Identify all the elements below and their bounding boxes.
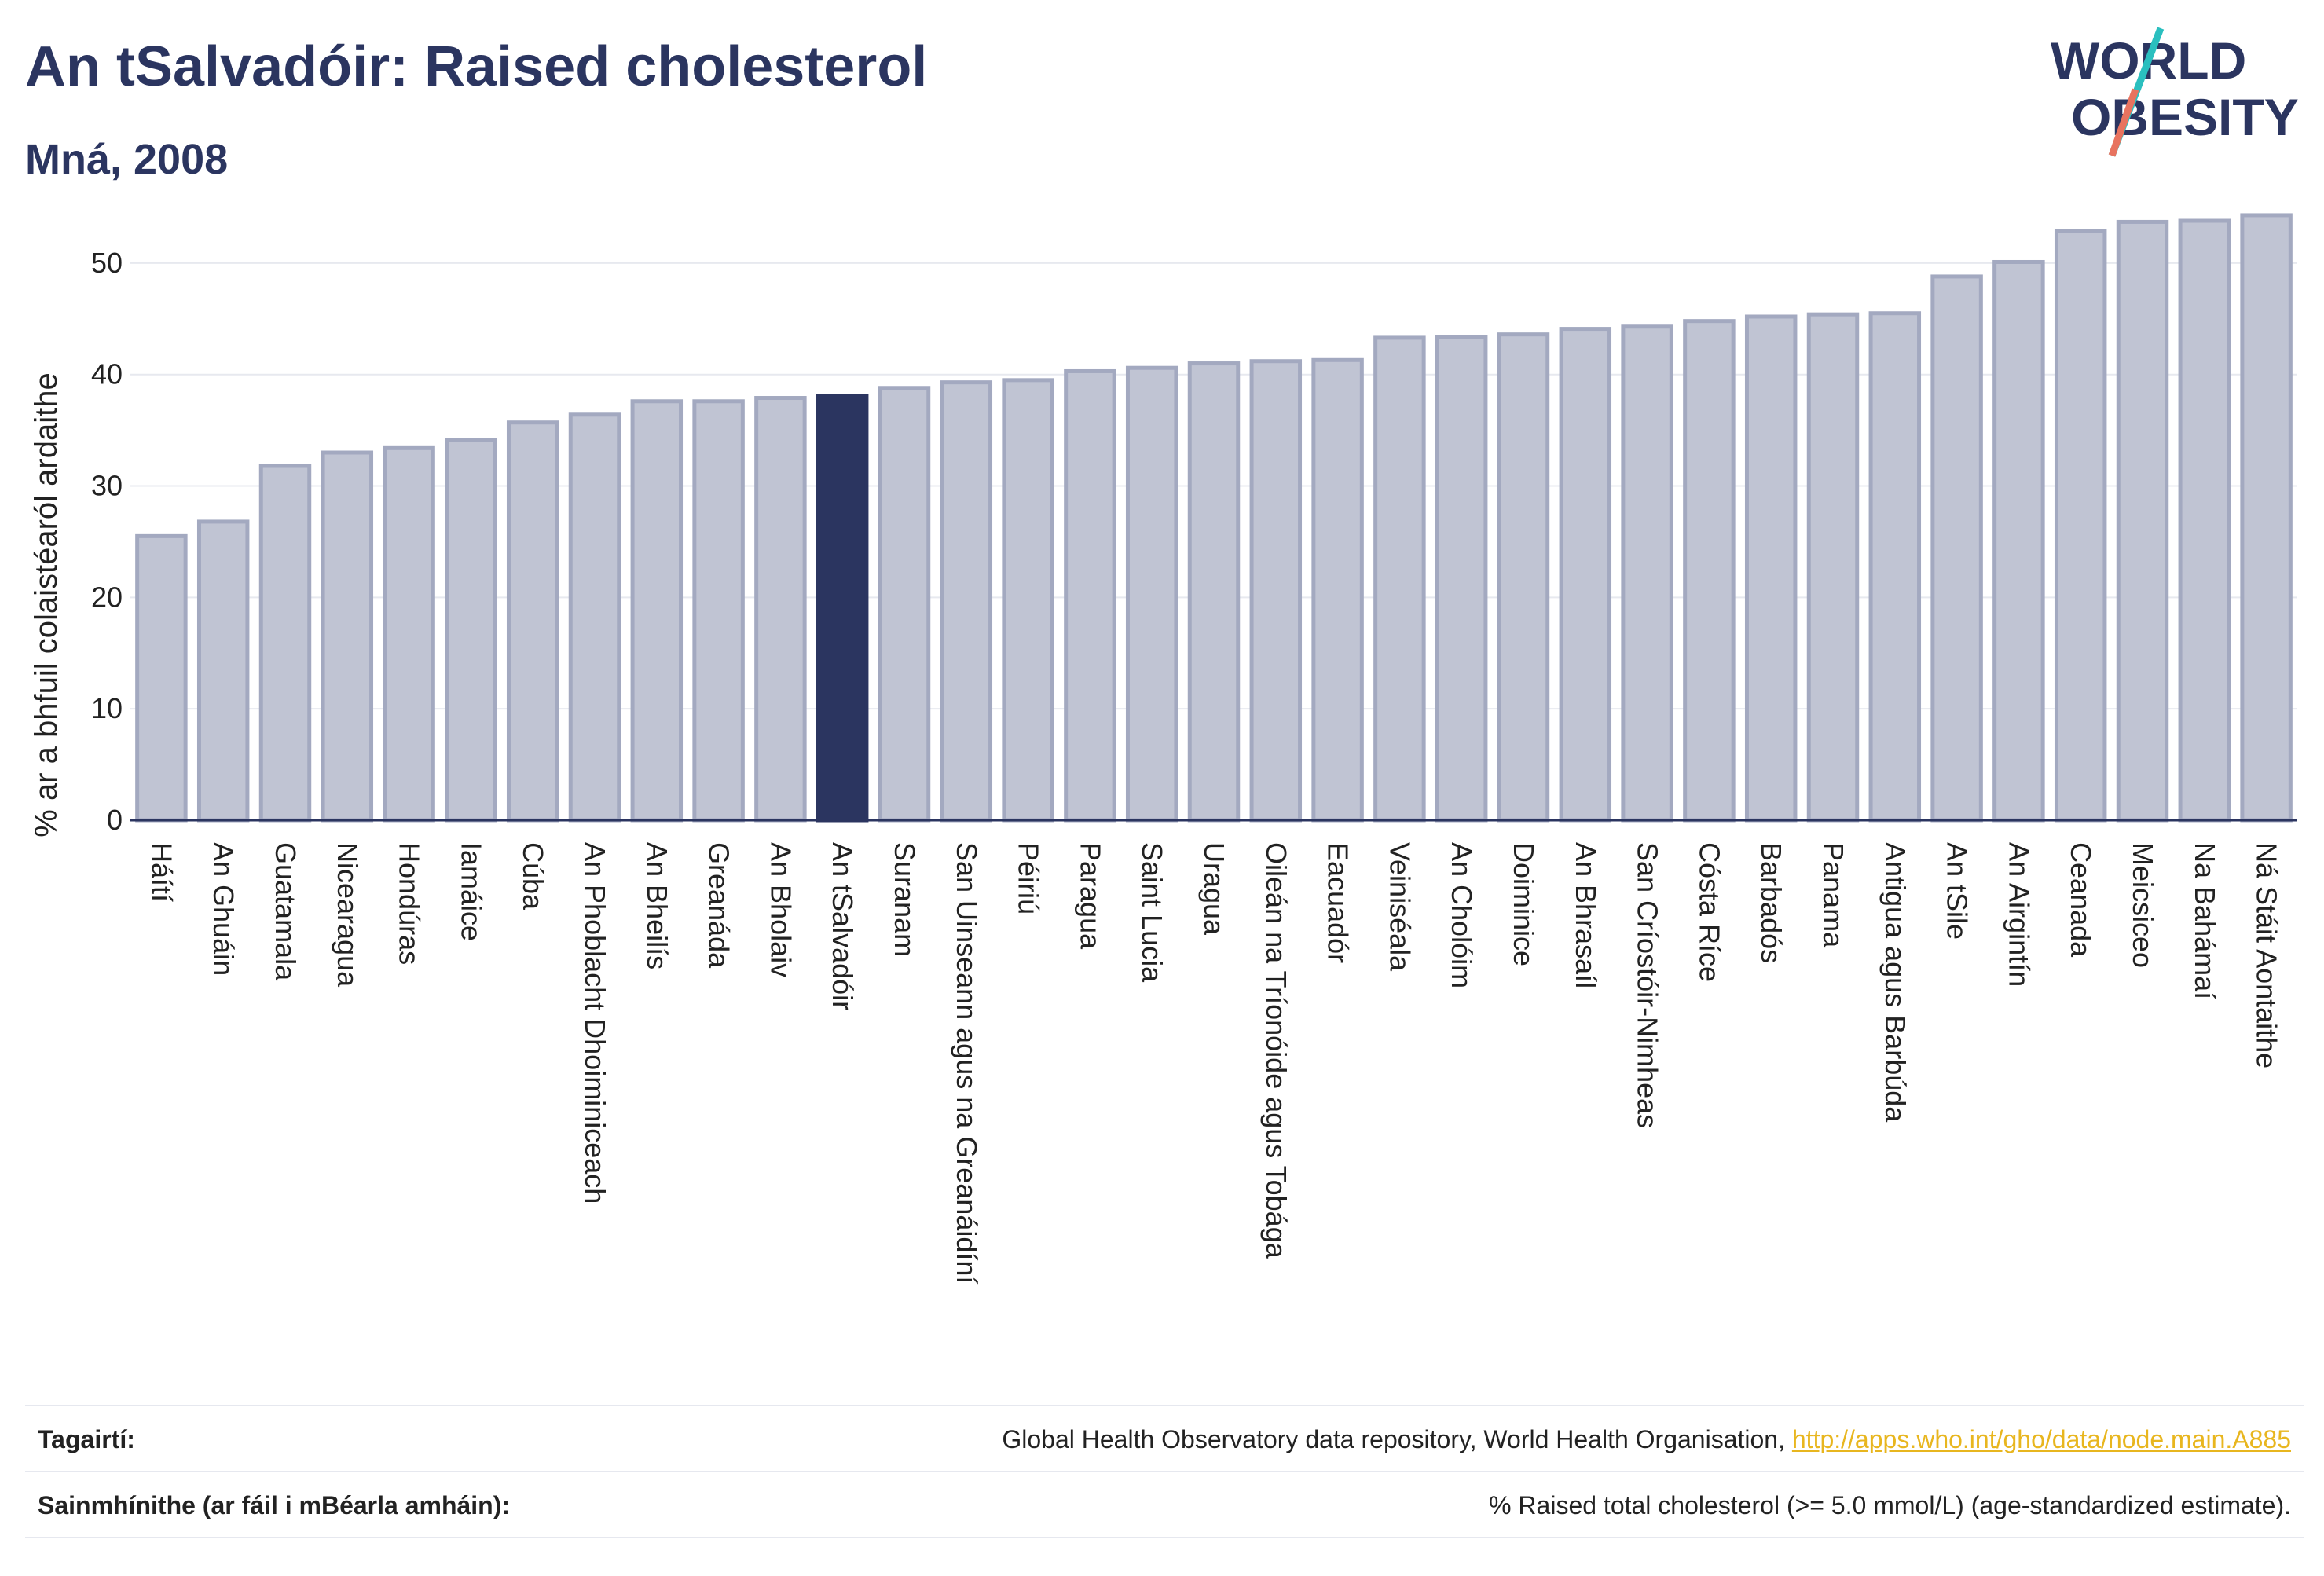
y-tick-label: 40 — [91, 358, 123, 390]
x-tick-label: Háítí — [145, 842, 178, 902]
x-tick-label: Veiniséala — [1384, 842, 1416, 972]
x-tick-label: An Bhrasaíl — [1570, 842, 1602, 988]
x-tick-label: Doiminice — [1508, 842, 1540, 966]
svg-text:OBESITY: OBESITY — [2071, 88, 2299, 146]
bar — [258, 464, 312, 823]
x-tick-label: Paragua — [1074, 842, 1106, 950]
x-tick-label: An Airgintín — [2003, 842, 2035, 987]
bar — [383, 445, 435, 823]
x-tick-label: Guatamala — [269, 842, 302, 981]
references-label: Tagairtí: — [38, 1425, 135, 1453]
y-tick-label: 0 — [107, 804, 123, 836]
bar — [630, 399, 684, 823]
x-tick-label: Antigua agus Barbúda — [1879, 842, 1912, 1123]
references-row: Tagairtí: Global Health Observatory data… — [25, 1405, 2304, 1471]
references-text: Global Health Observatory data repositor… — [1002, 1425, 1792, 1453]
bar — [321, 450, 374, 823]
x-tick-label: Ná Stáit Aontaithe — [2251, 842, 2283, 1068]
x-tick-label: Meicsiceo — [2127, 842, 2159, 968]
x-tick-label: An Bheilís — [641, 842, 673, 969]
x-tick-label: Cúba — [517, 842, 549, 911]
x-tick-label: An Bholaiv — [764, 842, 797, 977]
bar — [1930, 274, 1983, 823]
bar — [1125, 365, 1178, 823]
x-tick-label: An tSalvadóir — [827, 842, 859, 1010]
bar — [940, 380, 993, 823]
bar — [1683, 319, 1736, 823]
x-tick-label: Suranam — [889, 842, 921, 957]
x-tick-label: Barbadós — [1755, 842, 1787, 963]
world-obesity-logo: WORLD OBESITY — [2051, 27, 2299, 157]
y-tick-label: 50 — [91, 247, 123, 279]
bar — [1187, 361, 1241, 823]
x-tick-label: Saint Lucia — [1136, 842, 1168, 983]
bar — [1744, 314, 1798, 823]
bar-chart: 0 10 20 30 40 50 Háítí An Ghuáin Guatamala Nicea… — [29, 213, 2297, 1284]
y-tick-label: 30 — [91, 470, 123, 502]
bar — [2054, 229, 2107, 823]
bar — [1559, 327, 1612, 823]
x-tick-label: An Cholóim — [1446, 842, 1478, 988]
x-tick-label: San Uinseann agus na Greanáidíní — [951, 842, 983, 1284]
y-tick-label: 10 — [91, 692, 123, 724]
x-tick-label: An Ghuáin — [207, 842, 240, 976]
bar — [1311, 357, 1364, 823]
x-tick-label: San Críostóir-Nimheas — [1632, 842, 1664, 1128]
bar-highlighted — [816, 394, 869, 823]
bar — [754, 396, 807, 823]
bar — [1806, 312, 1860, 823]
x-tick-label: Péiriú — [1013, 842, 1045, 914]
bars — [135, 213, 2293, 823]
y-tick-label: 20 — [91, 581, 123, 613]
chart-subtitle: Mná, 2008 — [25, 136, 229, 183]
x-tick-label: Oileán na Tríonóide agus Tobága — [1260, 842, 1292, 1259]
bar — [506, 420, 559, 823]
source-link[interactable]: http://apps.who.int/gho/data/node.main.A… — [1791, 1425, 2291, 1453]
bar — [878, 386, 931, 823]
y-axis-label: % ar a bhfuil colaistéaról ardaithe — [29, 372, 64, 837]
definitions-text: % Raised total cholesterol (>= 5.0 mmol/… — [1489, 1491, 2291, 1519]
x-axis-labels: Háítí An Ghuáin Guatamala Nicearagua Hondúra… — [145, 842, 2282, 1284]
x-tick-label: Iamáice — [455, 842, 487, 941]
chart-title: An tSalvadóir: Raised cholesterol — [25, 35, 928, 98]
bar — [2240, 213, 2293, 823]
bar — [1373, 335, 1426, 823]
bar — [2178, 218, 2231, 823]
x-tick-label: Nicearagua — [332, 842, 364, 988]
bar — [445, 438, 497, 823]
bar — [196, 519, 250, 823]
bar — [1064, 368, 1116, 823]
x-tick-label: Eacuadór — [1322, 842, 1354, 963]
bar — [692, 399, 745, 823]
bar — [1868, 311, 1922, 823]
x-tick-label: Uragua — [1198, 842, 1230, 936]
x-tick-label: Panama — [1817, 842, 1849, 948]
x-tick-label: An tSile — [1941, 842, 1974, 940]
definitions-row: Sainmhínithe (ar fáil i mBéarla amháin):… — [25, 1471, 2304, 1538]
bar — [1435, 335, 1488, 823]
bar — [1497, 332, 1550, 823]
bar — [1621, 324, 1673, 823]
x-tick-label: An Phoblacht Dhoiminiceach — [579, 842, 611, 1204]
bar — [568, 412, 621, 823]
x-tick-label: Greanáda — [703, 842, 735, 969]
bar — [135, 533, 188, 823]
x-tick-label: Ceanada — [2065, 842, 2097, 958]
x-tick-label: Hondúras — [394, 842, 426, 965]
definitions-label: Sainmhínithe (ar fáil i mBéarla amháin): — [38, 1491, 511, 1519]
y-axis-ticks: 0 10 20 30 40 50 — [91, 247, 123, 836]
footer-table: Tagairtí: Global Health Observatory data… — [25, 1405, 2304, 1538]
references-value: Global Health Observatory data repositor… — [1002, 1425, 2291, 1454]
x-tick-label: Na Bahámaí — [2189, 842, 2221, 999]
bar — [2116, 219, 2169, 823]
bar — [1002, 378, 1054, 823]
x-tick-label: Cósta Ríce — [1693, 842, 1725, 982]
bar — [1992, 259, 2045, 823]
bar — [1249, 359, 1303, 823]
